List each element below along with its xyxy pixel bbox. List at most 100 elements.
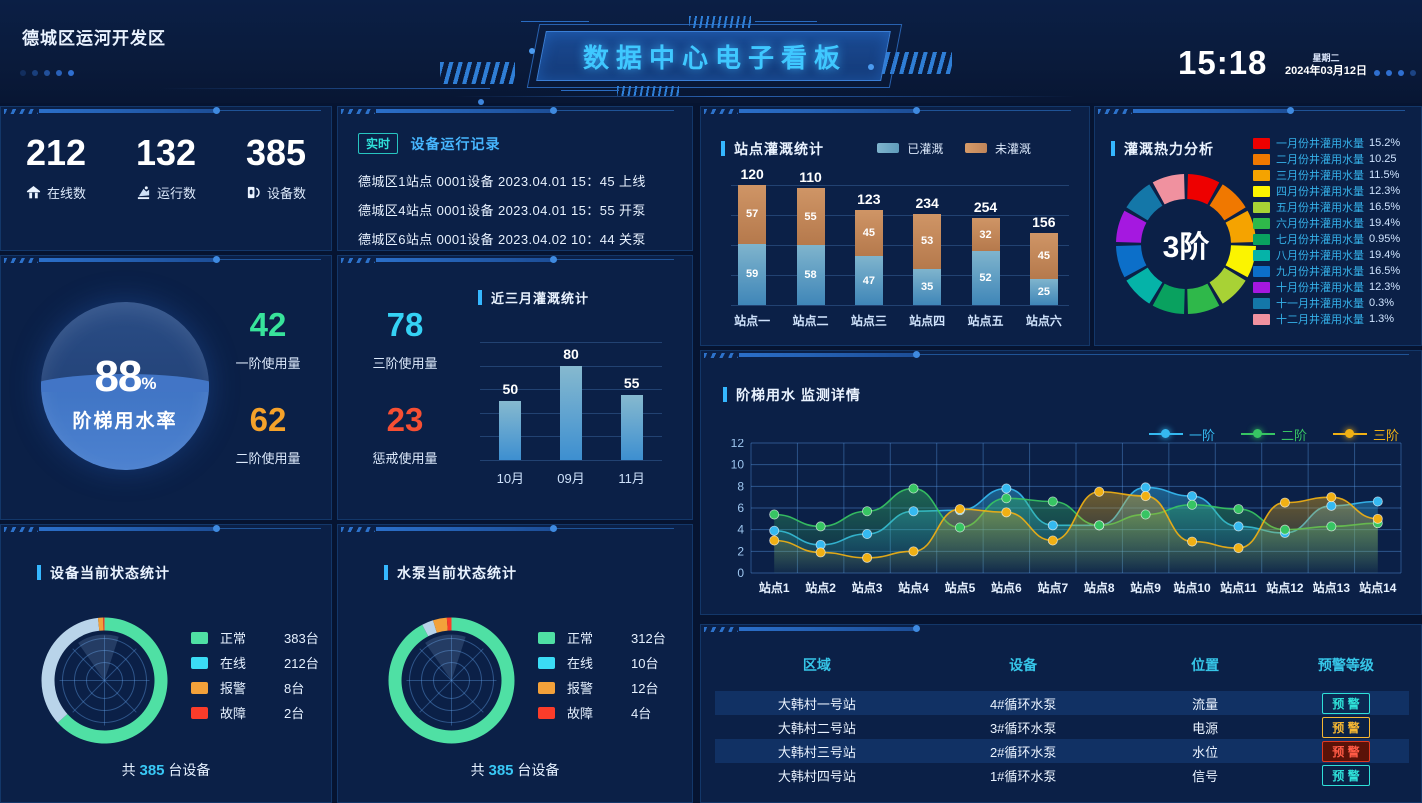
bar-group[interactable]: 25 45 156 <box>1029 169 1058 337</box>
legend-item[interactable]: 故障 4台 <box>538 700 666 725</box>
data-point[interactable] <box>1233 521 1244 532</box>
data-point[interactable] <box>908 483 919 494</box>
donut-segment[interactable] <box>103 617 105 631</box>
table-row[interactable]: 大韩村一号站 4#循环水泵 流量 预 警 <box>715 691 1409 715</box>
legend-item[interactable]: 三阶 <box>1332 425 1399 444</box>
record-row[interactable]: 德城区6站点 0001设备 2023.04.02 10：44 关泵 <box>358 232 646 247</box>
data-point[interactable] <box>954 504 965 515</box>
data-point[interactable] <box>908 546 919 557</box>
bar-group[interactable]: 58 55 110 <box>796 169 825 337</box>
legend-item-not-irrigated[interactable]: 未灌溉 <box>964 142 1031 156</box>
legend-item[interactable]: 正常 383台 <box>191 625 319 650</box>
donut-segment[interactable] <box>1152 174 1185 205</box>
bar-group[interactable]: 35 53 234 <box>913 169 942 337</box>
data-point[interactable] <box>1001 483 1012 494</box>
data-point[interactable] <box>1187 536 1198 547</box>
legend-item[interactable]: 一阶 <box>1148 425 1215 444</box>
data-point[interactable] <box>1187 499 1198 510</box>
data-point[interactable] <box>1279 524 1290 535</box>
data-point[interactable] <box>1001 507 1012 518</box>
legend-item[interactable]: 七月份井灌用水量 0.95% <box>1253 231 1421 247</box>
data-point[interactable] <box>1047 496 1058 507</box>
bar[interactable] <box>620 395 643 460</box>
data-point[interactable] <box>862 506 873 517</box>
donut-segment[interactable] <box>1126 184 1163 221</box>
donut-segment[interactable] <box>422 620 437 637</box>
data-point[interactable] <box>1326 500 1337 511</box>
legend-item[interactable]: 十二月井灌用水量 1.3% <box>1253 311 1421 327</box>
data-point[interactable] <box>1187 491 1198 502</box>
donut-segment[interactable] <box>1225 245 1256 278</box>
bar[interactable] <box>499 401 522 460</box>
legend-item[interactable]: 六月份井灌用水量 19.4% <box>1253 215 1421 231</box>
table-row[interactable]: 大韩村二号站 3#循环水泵 电源 预 警 <box>715 715 1409 739</box>
legend-item[interactable]: 正常 312台 <box>538 625 666 650</box>
legend-item[interactable]: 八月份井灌用水量 19.4% <box>1253 247 1421 263</box>
record-row[interactable]: 德城区1站点 0001设备 2023.04.01 15：45 上线 <box>358 174 646 189</box>
bar[interactable] <box>560 365 582 460</box>
status-badge[interactable]: 预 警 <box>1322 716 1370 738</box>
donut-segment[interactable] <box>41 617 100 723</box>
donut-segment[interactable] <box>97 617 104 631</box>
donut-segment[interactable] <box>1209 267 1246 304</box>
table-row[interactable]: 大韩村三号站 2#循环水泵 水位 预 警 <box>715 739 1409 763</box>
data-point[interactable] <box>1001 493 1012 504</box>
legend-item[interactable]: 四月份井灌用水量 12.3% <box>1253 183 1421 199</box>
data-point[interactable] <box>1326 492 1337 503</box>
data-point[interactable] <box>1140 509 1151 520</box>
legend-item-irrigated[interactable]: 已灌溉 <box>877 142 947 156</box>
legend-item[interactable]: 故障 2台 <box>191 700 319 725</box>
donut-segment[interactable] <box>1116 245 1147 278</box>
status-badge[interactable]: 预 警 <box>1322 692 1370 714</box>
legend-item[interactable]: 报警 12台 <box>538 675 666 700</box>
donut-segment[interactable] <box>1209 184 1246 221</box>
legend-item[interactable]: 二阶 <box>1240 425 1307 444</box>
data-point[interactable] <box>815 547 826 558</box>
data-point[interactable] <box>1279 497 1290 508</box>
data-point[interactable] <box>769 535 780 546</box>
legend-item[interactable]: 十月份井灌用水量 12.3% <box>1253 279 1421 295</box>
data-point[interactable] <box>1047 520 1058 531</box>
record-row[interactable]: 德城区4站点 0001设备 2023.04.01 15：55 开泵 <box>358 203 646 218</box>
legend-item[interactable]: 五月份井灌用水量 16.5% <box>1253 199 1421 215</box>
legend-item[interactable]: 一月份井灌用水量 15.2% <box>1253 135 1421 151</box>
donut-segment[interactable] <box>1187 283 1220 314</box>
status-badge[interactable]: 预 警 <box>1322 740 1370 762</box>
legend-item[interactable]: 二月份井灌用水量 10.25 <box>1253 151 1421 167</box>
legend-item[interactable]: 在线 212台 <box>191 650 319 675</box>
data-point[interactable] <box>815 521 826 532</box>
data-point[interactable] <box>1140 482 1151 493</box>
legend-item[interactable]: 九月份井灌用水量 16.5% <box>1253 263 1421 279</box>
bar-group[interactable]: 47 45 123 <box>854 169 883 337</box>
bar-group[interactable]: 59 57 120 <box>738 166 767 337</box>
legend-item[interactable]: 十一月井灌用水量 0.3% <box>1253 295 1421 311</box>
donut-segment[interactable] <box>1116 210 1147 243</box>
donut-segment[interactable] <box>1187 174 1220 205</box>
data-point[interactable] <box>1372 513 1383 524</box>
data-point[interactable] <box>862 529 873 540</box>
data-point[interactable] <box>1140 491 1151 502</box>
legend-item[interactable]: 三月份井灌用水量 11.5% <box>1253 167 1421 183</box>
data-point[interactable] <box>1233 504 1244 515</box>
status-badge[interactable]: 预 警 <box>1322 764 1370 786</box>
data-point[interactable] <box>954 522 965 533</box>
data-point[interactable] <box>908 506 919 517</box>
legend-item[interactable]: 在线 10台 <box>538 650 666 675</box>
data-point[interactable] <box>769 525 780 536</box>
donut-segment[interactable] <box>1126 267 1163 304</box>
data-point[interactable] <box>1094 486 1105 497</box>
data-point[interactable] <box>1047 535 1058 546</box>
legend-item[interactable]: 报警 8台 <box>191 675 319 700</box>
data-point[interactable] <box>1233 543 1244 554</box>
data-point[interactable] <box>862 552 873 563</box>
data-point[interactable] <box>1094 520 1105 531</box>
data-point[interactable] <box>769 509 780 520</box>
donut-segment[interactable] <box>1225 210 1256 243</box>
data-point[interactable] <box>1372 496 1383 507</box>
donut-segment[interactable] <box>1152 283 1185 314</box>
table-row[interactable]: 大韩村四号站 1#循环水泵 信号 预 警 <box>715 763 1409 787</box>
donut-segment[interactable] <box>57 617 168 744</box>
data-point[interactable] <box>1326 521 1337 532</box>
bar-group[interactable]: 52 32 254 <box>971 169 1000 337</box>
donut-segment[interactable] <box>446 617 452 631</box>
